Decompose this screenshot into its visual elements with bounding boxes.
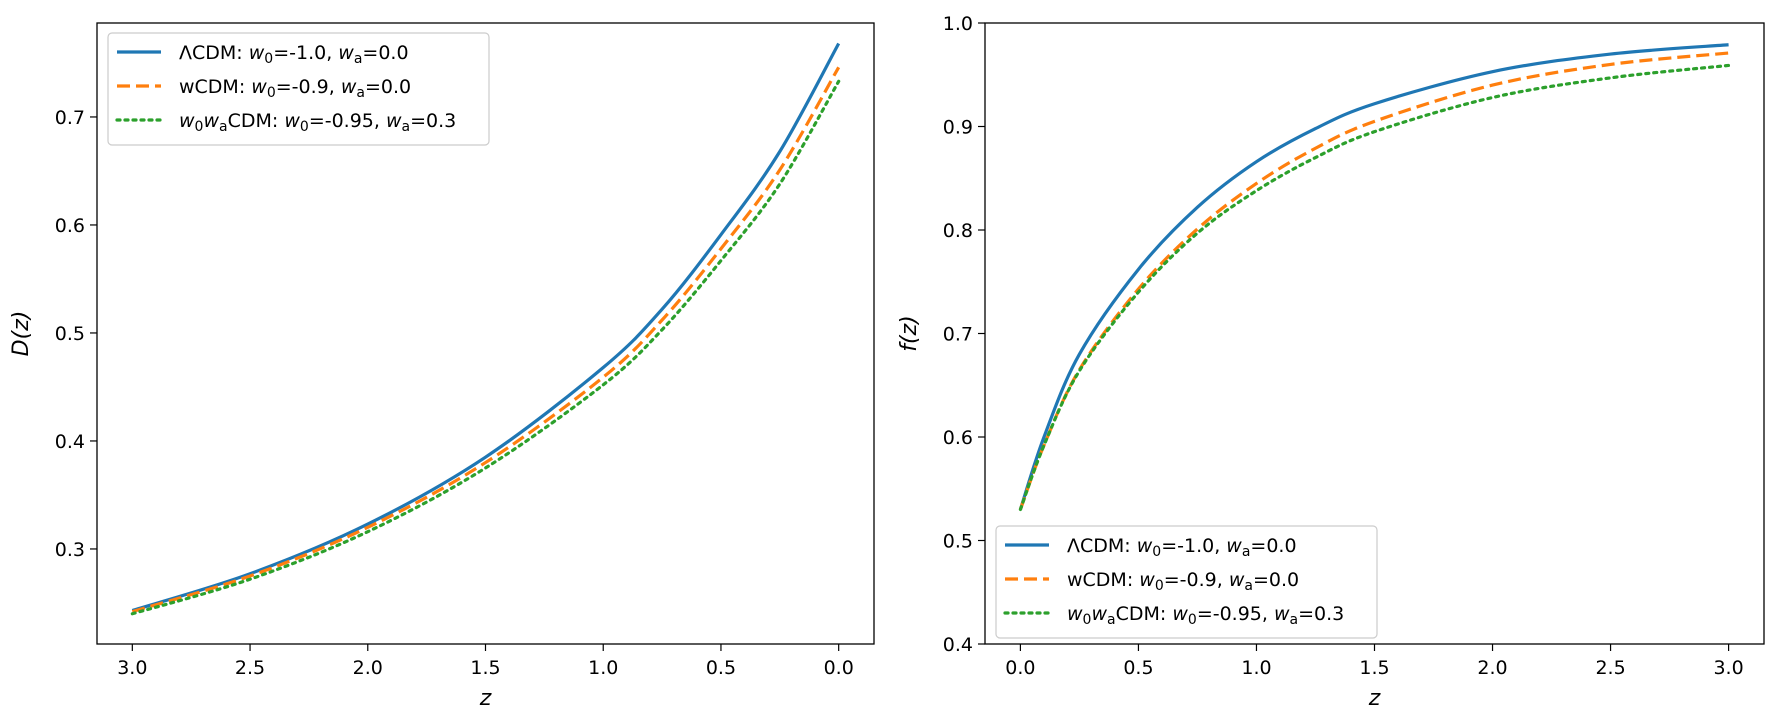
y-tick-label: 0.4 <box>55 431 85 453</box>
legend-label: w0waCDM: w0=-0.95, wa=0.3 <box>179 110 456 135</box>
legend-label: ΛCDM: w0=-1.0, wa=0.0 <box>179 42 409 67</box>
y-tick-label: 0.9 <box>943 117 973 139</box>
series-line-w0wacdm <box>130 79 841 616</box>
x-tick-label: 3.0 <box>117 657 147 679</box>
y-axis-label: f(z) <box>897 315 922 351</box>
series-line-cdm <box>1018 43 1729 510</box>
right-chart: 0.0 0.5 1.0 1.5 2.0 2.5 3.0 0.4 0.5 0.6 0.7 0.8 0.9 1… <box>897 13 1765 711</box>
y-tick-label: 0.5 <box>55 323 85 345</box>
x-tick-label: 1.0 <box>588 657 618 679</box>
y-tick-label: 0.5 <box>943 531 973 553</box>
x-tick-label: 1.5 <box>1359 657 1389 679</box>
x-tick-label: 1.5 <box>470 657 500 679</box>
x-tick-label: 0.0 <box>824 657 854 679</box>
legend-box <box>995 525 1378 639</box>
series-line-w0wacdm <box>1018 63 1731 512</box>
y-tick-label: 0.8 <box>943 220 973 242</box>
legend-box <box>107 32 490 146</box>
x-tick-label: 2.0 <box>1477 657 1507 679</box>
y-tick-label: 1.0 <box>943 13 973 35</box>
y-tick-label: 0.6 <box>55 215 85 237</box>
y-tick-label: 0.7 <box>943 324 973 346</box>
series-line-wcdm <box>131 66 841 614</box>
y-axis-label: D(z) <box>9 311 34 357</box>
x-tick-label: 2.0 <box>353 657 383 679</box>
x-tick-label: 0.0 <box>1005 657 1035 679</box>
x-tick-label: 2.5 <box>1595 657 1625 679</box>
x-axis-label: z <box>1368 686 1381 711</box>
y-tick-label: 0.7 <box>55 107 85 129</box>
x-tick-label: 3.0 <box>1713 657 1743 679</box>
x-tick-label: 2.5 <box>235 657 265 679</box>
x-tick-label: 0.5 <box>1123 657 1153 679</box>
legend-label: wCDM: w0=-0.9, wa=0.0 <box>179 76 411 101</box>
series-line-cdm <box>131 42 841 613</box>
x-axis-label: z <box>479 686 492 711</box>
y-tick-label: 0.4 <box>943 634 973 656</box>
legend-label: w0waCDM: w0=-0.95, wa=0.3 <box>1067 603 1344 628</box>
x-tick-label: 1.0 <box>1241 657 1271 679</box>
legend-label: ΛCDM: w0=-1.0, wa=0.0 <box>1067 535 1297 560</box>
left-chart: 3.0 2.5 2.0 1.5 1.0 0.5 0.0 0.3 0.4 0.5 0.6 0.7 z D(z… <box>9 22 875 711</box>
legend: ΛCDM: w0=-1.0, wa=0.0 wCDM: w0=-0.9, wa=0… <box>107 32 490 146</box>
y-tick-label: 0.6 <box>943 427 973 449</box>
x-tick-label: 0.5 <box>706 657 736 679</box>
legend-label: wCDM: w0=-0.9, wa=0.0 <box>1067 569 1299 594</box>
y-tick-label: 0.3 <box>55 539 85 561</box>
legend: ΛCDM: w0=-1.0, wa=0.0 wCDM: w0=-0.9, wa=0… <box>995 525 1378 639</box>
